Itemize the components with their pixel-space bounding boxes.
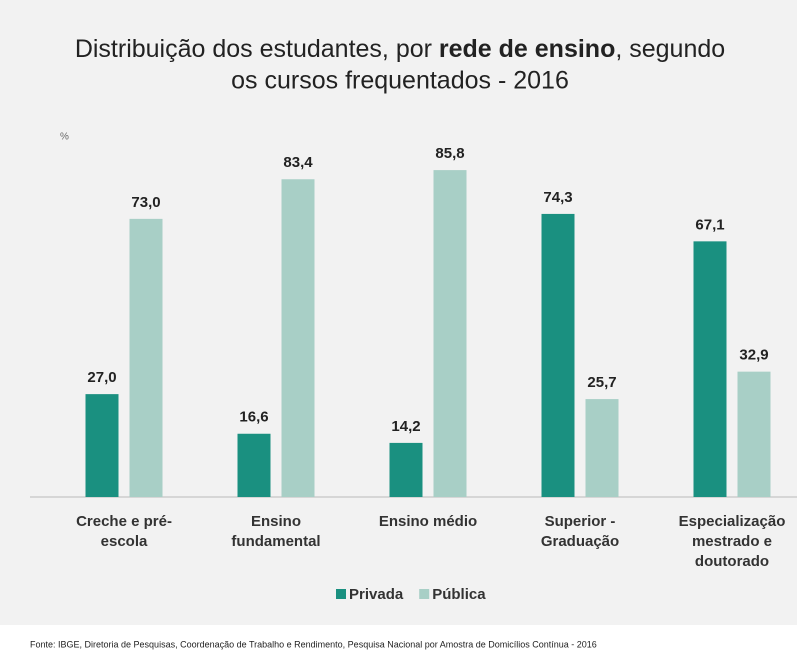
bar: [541, 213, 575, 498]
value-label: 74,3: [543, 189, 572, 206]
value-label: 27,0: [87, 369, 116, 386]
source: Fonte: IBGE, Diretoria de Pesquisas, Coo…: [30, 639, 597, 649]
unit-label: %: [60, 132, 69, 143]
bar: [737, 371, 771, 497]
chart-title: os cursos frequentados - 2016: [231, 67, 569, 95]
bar: [389, 442, 423, 497]
x-tick-label: Ensino: [251, 513, 301, 530]
value-label: 16,6: [239, 409, 268, 426]
value-label: 83,4: [283, 154, 313, 171]
legend-label: Pública: [432, 586, 486, 603]
legend-label: Privada: [349, 586, 404, 603]
legend-swatch: [419, 589, 430, 599]
x-tick-label: fundamental: [231, 533, 320, 550]
x-tick-label: Creche e pré-: [76, 513, 172, 530]
value-label: 32,9: [739, 347, 768, 364]
x-tick-label: doutorado: [695, 553, 769, 570]
bar: [433, 170, 467, 498]
bar: [585, 399, 619, 497]
bar: [281, 179, 315, 497]
x-tick-label: Graduação: [541, 533, 619, 550]
value-label: 73,0: [131, 194, 160, 211]
bar: [237, 433, 271, 497]
value-label: 85,8: [435, 145, 464, 162]
x-tick-label: Superior -: [545, 513, 616, 530]
x-tick-label: Ensino médio: [379, 513, 477, 530]
legend-swatch: [336, 589, 346, 599]
bar: [85, 394, 119, 497]
value-label: 25,7: [587, 374, 616, 391]
chart-title: Distribuição dos estudantes, por rede de…: [75, 35, 725, 63]
value-label: 14,2: [391, 418, 420, 435]
x-tick-label: Especialização: [679, 513, 786, 530]
bar: [129, 218, 163, 497]
x-tick-label: mestrado e: [692, 533, 772, 550]
bar: [693, 241, 727, 497]
value-label: 67,1: [695, 216, 724, 233]
x-tick-label: escola: [101, 533, 148, 550]
